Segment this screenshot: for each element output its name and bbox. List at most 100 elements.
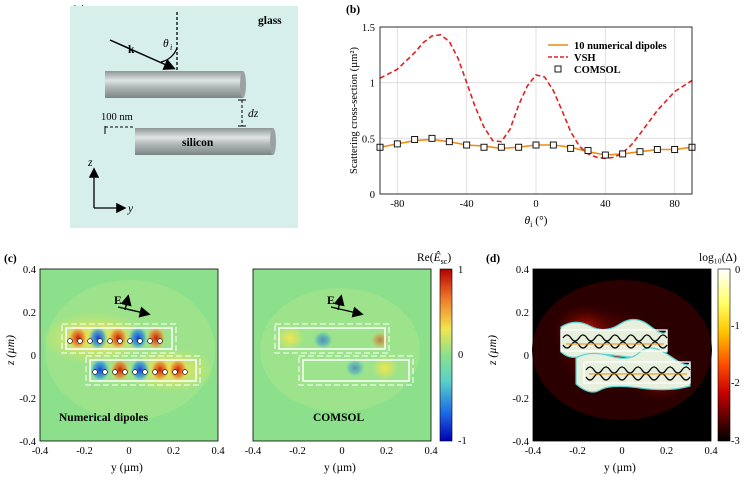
rod-outline bbox=[278, 327, 386, 350]
colorbar-c-prefix: Re( bbox=[417, 252, 434, 264]
map-x-tick: 0.2 bbox=[380, 446, 393, 457]
map-x-tick: -0.4 bbox=[525, 446, 542, 457]
colorbar-d bbox=[717, 268, 731, 442]
colorbar-c-tick: 1 bbox=[458, 265, 463, 276]
legend-marker bbox=[554, 65, 562, 73]
map-comsol-spot bbox=[276, 326, 304, 350]
rod-bottom bbox=[135, 128, 273, 155]
comsol-point bbox=[515, 143, 523, 151]
gap-label: dz bbox=[248, 108, 259, 120]
dipole bbox=[162, 369, 168, 375]
lobe bbox=[88, 326, 108, 350]
colorbar-c bbox=[439, 268, 453, 442]
map-comsol-spot bbox=[345, 359, 365, 377]
lobe bbox=[90, 358, 110, 382]
field-label-left: E bbox=[114, 295, 122, 307]
y-tick-label: 0 bbox=[370, 190, 375, 201]
left-map-title: Numerical dipoles bbox=[59, 412, 149, 424]
panel-b-label: (b) bbox=[346, 4, 360, 16]
lobe bbox=[110, 358, 130, 382]
e-arrow-small bbox=[120, 294, 132, 311]
k-arrow-small bbox=[330, 306, 364, 318]
colorbar-d-tick: -2 bbox=[731, 378, 740, 389]
rod-outline bbox=[583, 361, 691, 384]
error-region bbox=[575, 347, 691, 393]
dipole bbox=[172, 369, 178, 375]
silicon-label: silicon bbox=[182, 137, 214, 149]
map-x-tick: -0.2 bbox=[569, 446, 586, 457]
map-x-tick: 0 bbox=[619, 446, 624, 457]
map-y-tick: 0 bbox=[31, 351, 36, 362]
colorbar-c-tick: 0 bbox=[458, 350, 463, 361]
panel-c-label: (c) bbox=[4, 253, 17, 265]
map-error bbox=[532, 269, 712, 441]
comsol-point bbox=[445, 138, 453, 146]
x-tick-label: 40 bbox=[600, 199, 611, 210]
map-x-tick: -0.2 bbox=[76, 446, 93, 457]
map-y-tick: -0.4 bbox=[19, 437, 36, 448]
panel-c-xlabel-left: y (µm) bbox=[111, 462, 143, 474]
dipole bbox=[112, 369, 118, 375]
k-arrow bbox=[109, 39, 176, 70]
panel-d-xlabel: y (µm) bbox=[604, 462, 636, 474]
dipole bbox=[107, 338, 113, 344]
comsol-point bbox=[584, 147, 592, 155]
colorbar-d-tick: 0 bbox=[735, 265, 740, 276]
map-comsol-halo bbox=[260, 288, 420, 412]
comsol-point bbox=[411, 135, 419, 143]
lobe bbox=[68, 326, 88, 350]
rod-outline-dashed bbox=[85, 355, 201, 386]
colorbar-c-symbol: Ê bbox=[433, 250, 441, 264]
map-comsol-spot bbox=[370, 331, 390, 349]
map-x-tick: 0 bbox=[126, 446, 131, 457]
panel-d-axes: -0.4 -0.2 0 0.2 0.4 0.4 0.2 0 -0.2 -0.4 bbox=[512, 265, 718, 457]
colorbar-d-tick: -3 bbox=[731, 436, 740, 447]
dipole bbox=[117, 338, 123, 344]
comsol-point bbox=[601, 151, 609, 159]
dipole bbox=[122, 369, 128, 375]
field-label-right: E bbox=[327, 295, 335, 307]
map-y-tick: -0.2 bbox=[512, 394, 529, 405]
rod-outline-dashed bbox=[61, 323, 177, 354]
map-y-tick: 0.2 bbox=[516, 308, 529, 319]
colorbar-c-sub: sc bbox=[441, 257, 448, 266]
comsol-point bbox=[619, 150, 627, 158]
map-y-tick: -0.2 bbox=[19, 394, 36, 405]
comsol-point bbox=[480, 143, 488, 151]
map-x-tick: 0.2 bbox=[167, 446, 180, 457]
dipole-markers bbox=[67, 338, 188, 375]
map-comsol-spot bbox=[313, 331, 333, 349]
map-x-tick: 0.4 bbox=[211, 446, 225, 457]
axis-z-label: z bbox=[87, 157, 93, 169]
dipole bbox=[127, 338, 133, 344]
angle-subscript: i bbox=[170, 43, 172, 52]
comsol-point bbox=[549, 141, 557, 149]
k-arrow-small bbox=[117, 306, 151, 318]
map-y-tick: 0.2 bbox=[23, 308, 36, 319]
error-contour bbox=[562, 334, 668, 342]
dipole bbox=[67, 338, 73, 344]
legend-label: 10 numerical dipoles bbox=[574, 41, 667, 52]
y-tick-label: 1 bbox=[370, 79, 375, 90]
x-tick-label: -40 bbox=[460, 199, 474, 210]
x-tick-label: 0 bbox=[533, 199, 538, 210]
angle-symbol: θ bbox=[163, 38, 169, 50]
error-contour bbox=[585, 373, 691, 381]
map-comsol-spot bbox=[372, 356, 398, 380]
x-axis-label: θi (°) bbox=[524, 215, 547, 229]
rod-outline-dashed bbox=[298, 355, 414, 386]
panel-d-label: (d) bbox=[486, 253, 500, 265]
e-arrow-small bbox=[333, 294, 345, 311]
colorbar-c-tick: -1 bbox=[458, 436, 467, 447]
panel-d-frame bbox=[532, 268, 712, 442]
rod-outline bbox=[560, 329, 668, 352]
dipole bbox=[137, 338, 143, 344]
panel-d-ylabel: z (µm) bbox=[487, 335, 499, 366]
dipole bbox=[157, 338, 163, 344]
left-map-frame bbox=[39, 268, 219, 442]
right-map-frame bbox=[252, 268, 432, 442]
error-contour bbox=[585, 366, 691, 374]
colorbar-c-suffix: ) bbox=[447, 252, 451, 264]
rod-outline bbox=[302, 359, 410, 382]
